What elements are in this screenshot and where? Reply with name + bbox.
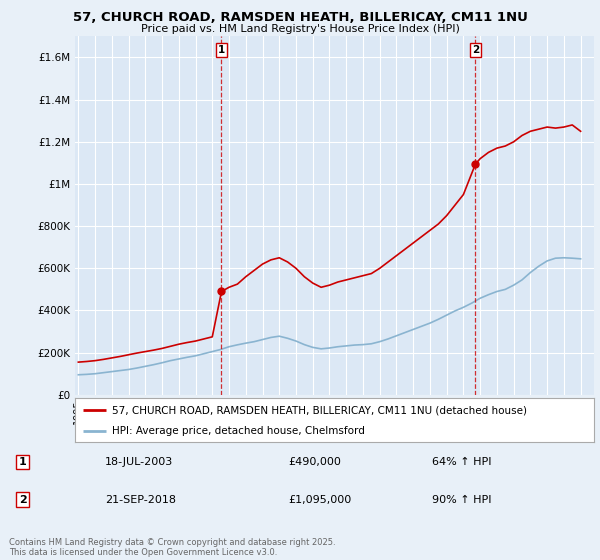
Text: 64% ↑ HPI: 64% ↑ HPI	[432, 457, 491, 467]
Text: 21-SEP-2018: 21-SEP-2018	[105, 494, 176, 505]
Text: 2: 2	[19, 494, 26, 505]
Text: £1,095,000: £1,095,000	[288, 494, 351, 505]
Text: Contains HM Land Registry data © Crown copyright and database right 2025.
This d: Contains HM Land Registry data © Crown c…	[9, 538, 335, 557]
Text: 57, CHURCH ROAD, RAMSDEN HEATH, BILLERICAY, CM11 1NU (detached house): 57, CHURCH ROAD, RAMSDEN HEATH, BILLERIC…	[112, 405, 527, 415]
Text: 90% ↑ HPI: 90% ↑ HPI	[432, 494, 491, 505]
Text: 2: 2	[472, 45, 479, 55]
Text: 18-JUL-2003: 18-JUL-2003	[105, 457, 173, 467]
Text: Price paid vs. HM Land Registry's House Price Index (HPI): Price paid vs. HM Land Registry's House …	[140, 24, 460, 34]
Text: 1: 1	[218, 45, 225, 55]
Text: 57, CHURCH ROAD, RAMSDEN HEATH, BILLERICAY, CM11 1NU: 57, CHURCH ROAD, RAMSDEN HEATH, BILLERIC…	[73, 11, 527, 24]
Text: HPI: Average price, detached house, Chelmsford: HPI: Average price, detached house, Chel…	[112, 426, 365, 436]
Text: 1: 1	[19, 457, 26, 467]
Text: £490,000: £490,000	[288, 457, 341, 467]
